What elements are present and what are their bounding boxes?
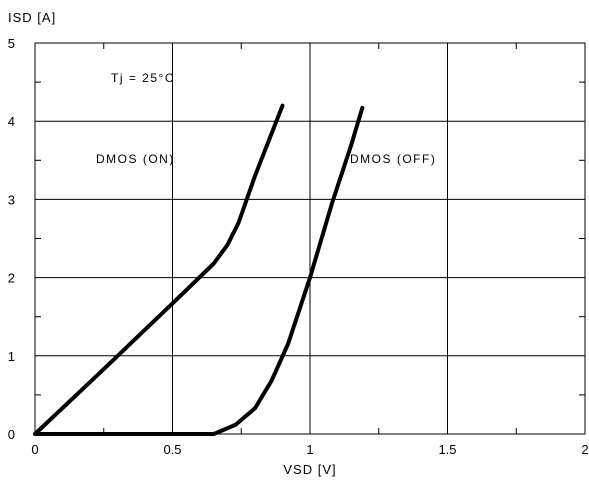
x-axis-title: VSD [V] bbox=[283, 462, 336, 477]
plot-grid bbox=[34, 42, 586, 435]
x-tick-label: 2 bbox=[581, 442, 588, 457]
y-tick-label: 0 bbox=[8, 427, 15, 442]
curves bbox=[33, 103, 365, 436]
x-tick-label: 0 bbox=[31, 442, 38, 457]
y-tick-label: 2 bbox=[8, 271, 15, 286]
temperature-annotation: Tj = 25°C bbox=[111, 71, 175, 85]
x-tick-label: 1 bbox=[306, 442, 313, 457]
x-tick-label: 0.5 bbox=[163, 442, 181, 457]
x-tick-label: 1.5 bbox=[438, 442, 456, 457]
series-line-dmos-on bbox=[33, 103, 285, 436]
series-label-dmos-off: DMOS (OFF) bbox=[350, 152, 436, 166]
tick-labels: 0 0.5 1 1.5 2 0 1 2 3 4 5 bbox=[8, 36, 589, 457]
y-tick-label: 4 bbox=[8, 114, 15, 129]
series-label-dmos-on: DMOS (ON) bbox=[96, 152, 175, 166]
y-tick-label: 5 bbox=[8, 36, 15, 51]
series-line-dmos-off bbox=[33, 105, 365, 436]
y-tick-label: 3 bbox=[8, 192, 15, 207]
y-axis-title: ISD [A] bbox=[8, 10, 56, 25]
y-tick-label: 1 bbox=[8, 349, 15, 364]
